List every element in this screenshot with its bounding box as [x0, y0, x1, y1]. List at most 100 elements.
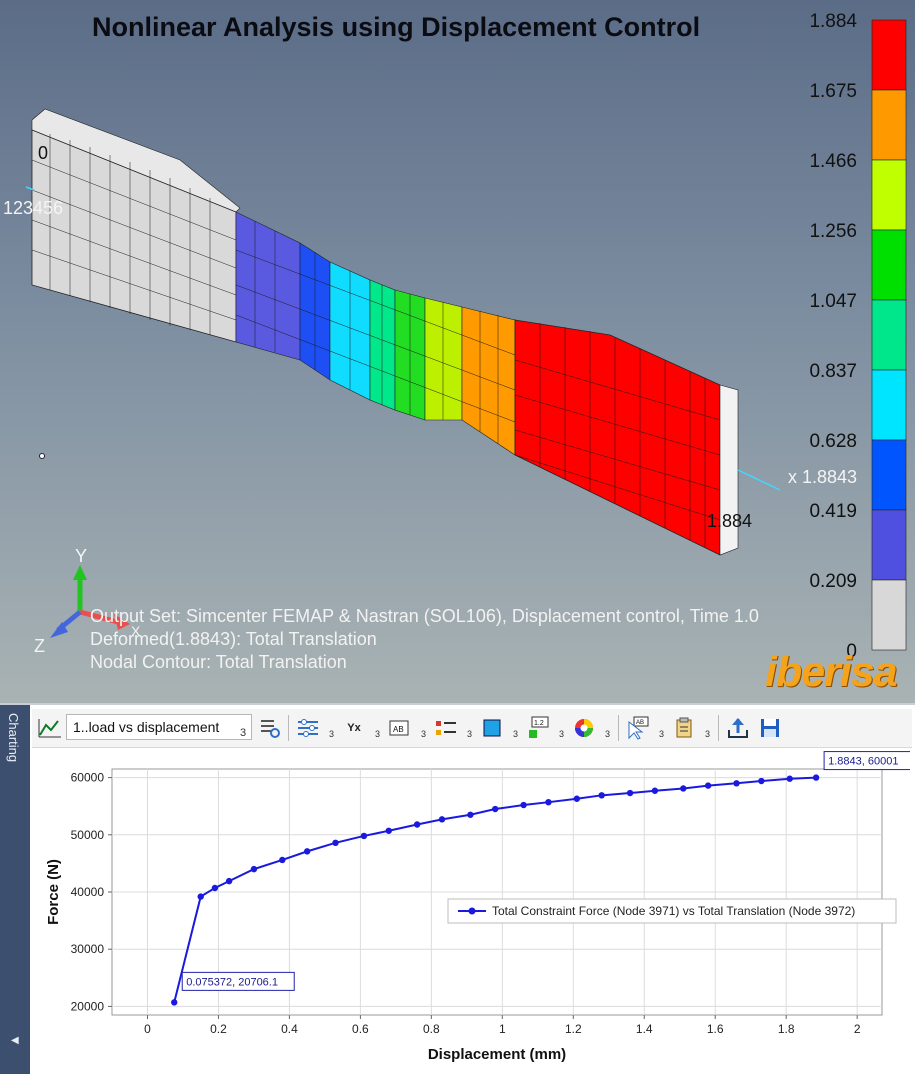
data-point[interactable]	[786, 775, 793, 782]
select-label-icon[interactable]: AB	[626, 716, 650, 740]
data-point[interactable]	[598, 792, 605, 799]
data-point[interactable]	[385, 827, 392, 834]
data-point[interactable]	[225, 877, 233, 885]
node-marker	[39, 453, 45, 459]
legend-color-swatch	[871, 369, 907, 441]
color-wheel-icon[interactable]	[572, 716, 596, 740]
toolbar-badge: 3	[705, 729, 711, 739]
data-point[interactable]	[758, 777, 765, 785]
x-axis-title: Displacement (mm)	[428, 1046, 566, 1063]
data-point[interactable]	[171, 999, 178, 1006]
side-tab-label: Charting	[6, 713, 21, 763]
x-tick-label: 1.6	[707, 1022, 724, 1036]
legend-marker	[468, 907, 476, 915]
data-point[interactable]	[438, 816, 446, 823]
legend-value: 0.419	[809, 501, 857, 522]
mesh-grid-lines	[31, 134, 721, 547]
data-point[interactable]	[279, 856, 286, 864]
data-point[interactable]	[680, 785, 687, 792]
info-output-set: Output Set: Simcenter FEMAP & Nastran (S…	[90, 606, 759, 626]
axis-xy-icon[interactable]: Yx	[347, 722, 361, 734]
x-tick-label: 1.4	[636, 1022, 653, 1036]
data-callout	[181, 971, 295, 991]
x-tick-label: 1.2	[565, 1022, 582, 1036]
mesh-band-7	[461, 306, 516, 456]
legend-color-swatch	[871, 19, 907, 91]
data-point[interactable]	[812, 774, 820, 781]
axis-label-y: Y	[75, 546, 88, 566]
model-viewport[interactable]: Nonlinear Analysis using Displacement Co…	[0, 0, 915, 706]
mesh-band-1	[235, 211, 301, 361]
data-point[interactable]	[520, 801, 527, 809]
data-point[interactable]	[303, 848, 311, 855]
data-point[interactable]	[360, 832, 368, 840]
data-point[interactable]	[704, 782, 712, 789]
y-tick-label: 50000	[71, 828, 105, 842]
arrow-value-label: x 1.8843	[788, 467, 858, 487]
contour-legend-bar	[871, 19, 907, 651]
toolbar-badge: 3	[605, 729, 611, 739]
data-point[interactable]	[250, 865, 258, 873]
y-axis-title: Force (N)	[45, 859, 62, 925]
label-ab-icon[interactable]: AB	[388, 716, 412, 740]
series-options-icon[interactable]	[296, 716, 320, 740]
chart-toolbar: 1..load vs displacement 3 3 Yx 3 AB 3 3 …	[32, 709, 912, 748]
data-point[interactable]	[651, 787, 659, 794]
data-point[interactable]	[413, 821, 421, 828]
svg-text:AB: AB	[393, 725, 404, 734]
x-tick-label: 0	[144, 1022, 151, 1036]
node-label-left: 123456	[3, 198, 64, 218]
legend-value: 0	[846, 641, 857, 662]
y-tick-label: 30000	[71, 942, 105, 956]
translation-arrow	[737, 469, 781, 491]
collapse-arrow-icon[interactable]: ◀	[11, 1035, 19, 1046]
y-tick-label: 60000	[71, 771, 105, 785]
x-tick-label: 1.8	[778, 1022, 795, 1036]
legend-value: 1.047	[809, 291, 857, 312]
data-point[interactable]	[467, 811, 474, 818]
toolbar-badge: 3	[559, 729, 565, 739]
x-tick-label: 0.4	[281, 1022, 298, 1036]
toolbar-separator	[288, 715, 289, 741]
data-point[interactable]	[573, 795, 581, 802]
svg-text:1.2: 1.2	[534, 720, 544, 727]
toolbar-badge: 3	[467, 729, 473, 739]
chart-select-dropdown[interactable]: 1..load vs displacement	[66, 714, 252, 740]
x-tick-label: 0.2	[210, 1022, 227, 1036]
end-value-label: 1.884	[707, 511, 753, 531]
legend-series-label: Total Constraint Force (Node 3971) vs To…	[492, 904, 855, 918]
legend-icon[interactable]	[434, 716, 458, 740]
data-point[interactable]	[545, 798, 552, 806]
data-point[interactable]	[332, 839, 339, 846]
y-tick-label: 40000	[71, 885, 105, 899]
line-chart-icon[interactable]	[38, 716, 62, 740]
legend-color-swatch	[871, 579, 907, 651]
series-line	[173, 776, 817, 1003]
data-point[interactable]	[211, 884, 219, 892]
toolbar-badge: 3	[375, 729, 381, 739]
charting-side-tab[interactable]: Charting ◀	[0, 705, 30, 1074]
data-point[interactable]	[197, 893, 204, 900]
legend-value: 1.884	[809, 11, 857, 32]
number-format-icon[interactable]: 1.2	[526, 716, 550, 740]
axis-label-z: Z	[34, 636, 45, 656]
legend-value: 0.209	[809, 571, 857, 592]
data-point[interactable]	[492, 805, 499, 813]
x-tick-label: 1	[499, 1022, 506, 1036]
fill-color-icon[interactable]	[480, 716, 504, 740]
legend-color-swatch	[871, 229, 907, 301]
toolbar-badge: 3	[513, 729, 519, 739]
x-tick-label: 2	[854, 1022, 861, 1036]
charting-panel: Charting ◀ 1..load vs displacement 3 3 Y…	[0, 705, 915, 1074]
save-icon[interactable]	[758, 716, 782, 740]
legend-value: 1.256	[809, 221, 857, 242]
data-point[interactable]	[626, 789, 634, 797]
legend-value: 0.628	[809, 431, 857, 452]
clipboard-icon[interactable]	[672, 716, 696, 740]
chart-settings-icon[interactable]	[258, 716, 282, 740]
export-icon[interactable]	[726, 716, 750, 740]
legend-color-swatch	[871, 439, 907, 511]
x-tick-label: 0.6	[352, 1022, 369, 1036]
data-point[interactable]	[733, 780, 740, 787]
axis-label-x: X	[131, 623, 141, 639]
